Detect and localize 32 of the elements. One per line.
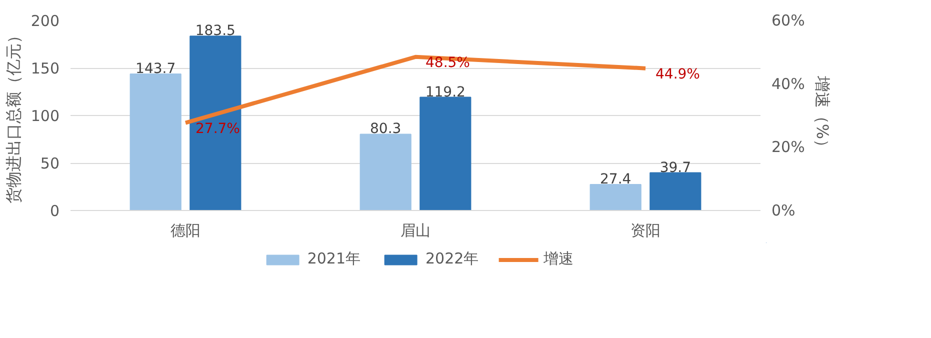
data-label: 44.9% (656, 66, 700, 82)
data-label: 48.5% (426, 54, 470, 71)
data-label: 39.7 (660, 160, 691, 176)
x-tick-label: 眉山 (400, 222, 430, 240)
x-tick-label: 资阳 (630, 222, 660, 240)
y-tick-label: 200 (30, 12, 60, 30)
y2-tick-label: 0% (772, 202, 796, 220)
bar (650, 172, 702, 210)
y-tick-label: 50 (40, 154, 60, 172)
y-tick-label: 0 (50, 202, 60, 220)
bar (590, 184, 642, 210)
data-label: 27.7% (196, 120, 240, 137)
data-label: 183.5 (195, 23, 236, 40)
data-label: 27.4 (600, 171, 632, 188)
y-tick-label: 150 (30, 60, 60, 78)
legend-label: 2021年 (307, 250, 360, 268)
y2-tick-label: 60% (772, 12, 805, 30)
y-axis-title: 货物进出口总额（亿元） (4, 28, 23, 204)
bar (420, 96, 472, 210)
bar (360, 134, 412, 210)
y-tick-label: 100 (30, 107, 60, 125)
x-tick-label: 德阳 (170, 222, 200, 240)
bar (130, 73, 182, 210)
bar (190, 36, 242, 210)
legend-label: 增速 (544, 250, 574, 268)
data-label: 119.2 (425, 84, 466, 100)
legend-label: 2022年 (426, 250, 479, 268)
data-label: 80.3 (370, 121, 402, 138)
y2-tick-label: 40% (772, 74, 805, 93)
y2-axis-title: 增速（%） (812, 74, 832, 156)
data-label: 143.7 (136, 60, 176, 77)
y2-tick-label: 20% (772, 138, 805, 156)
